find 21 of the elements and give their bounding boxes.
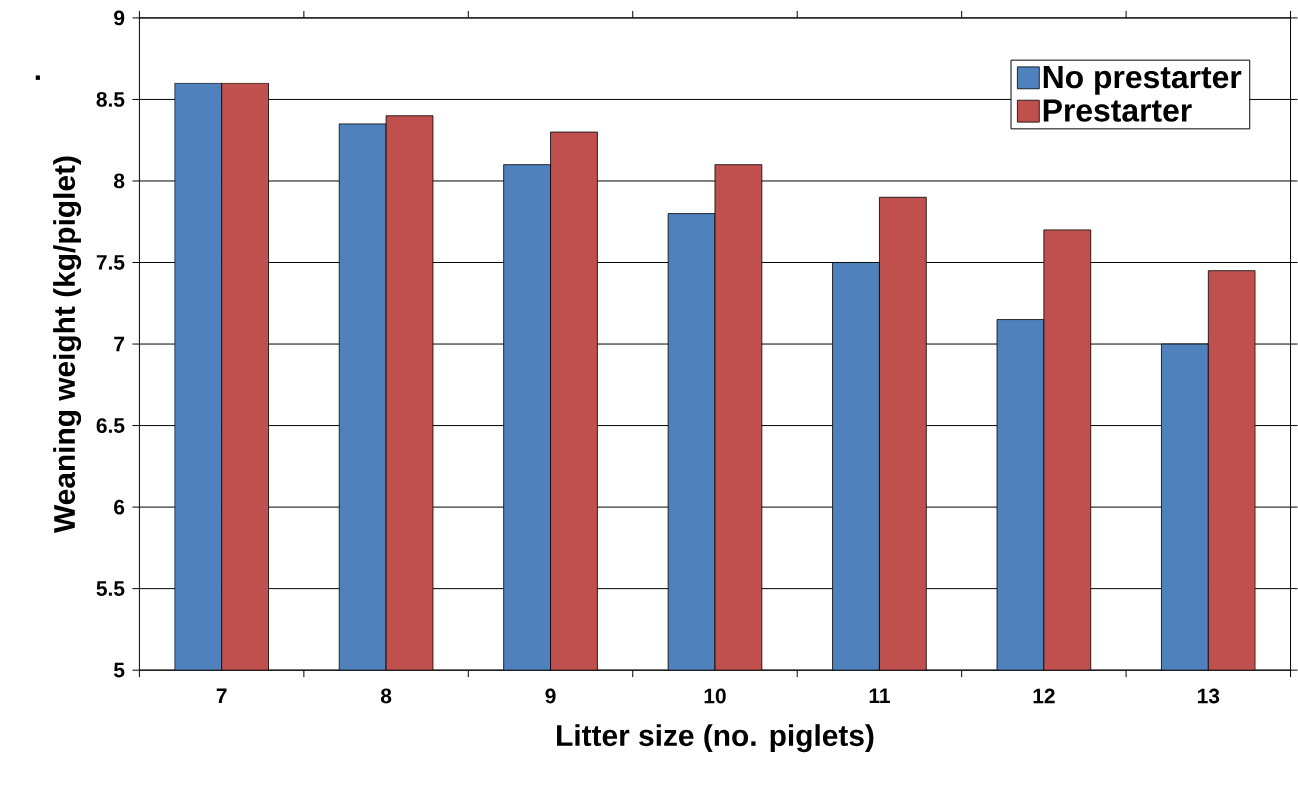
x-tick-label: 13 <box>1198 688 1220 704</box>
y-tick-label: 7.5 <box>96 255 125 270</box>
legend-label: Prestarter <box>1043 99 1192 122</box>
x-tick-label: 12 <box>1033 688 1055 704</box>
legend-label: No prestarter <box>1043 66 1242 95</box>
x-tick-label: 11 <box>869 688 890 704</box>
y-tick-label: 6 <box>114 499 125 515</box>
x-tick-label: 10 <box>704 688 726 704</box>
text: . <box>35 75 40 81</box>
y-tick-label: 8 <box>114 173 125 189</box>
x-axis-title: Litter size (no. piglets) <box>557 724 874 753</box>
x-tick-label: 7 <box>216 688 227 704</box>
y-tick-label: 8.5 <box>96 92 125 108</box>
x-tick-label: 9 <box>545 688 556 704</box>
y-tick-label: 5 <box>113 663 125 678</box>
y-axis-title: Weaning weight (kg/piglet) <box>53 156 82 534</box>
y-tick-label: 5.5 <box>96 581 125 597</box>
y-tick-label: 7 <box>114 337 125 352</box>
y-tick-label: 9 <box>114 10 125 26</box>
x-tick-label: 8 <box>380 688 392 704</box>
y-tick-label: 6.5 <box>96 418 125 434</box>
